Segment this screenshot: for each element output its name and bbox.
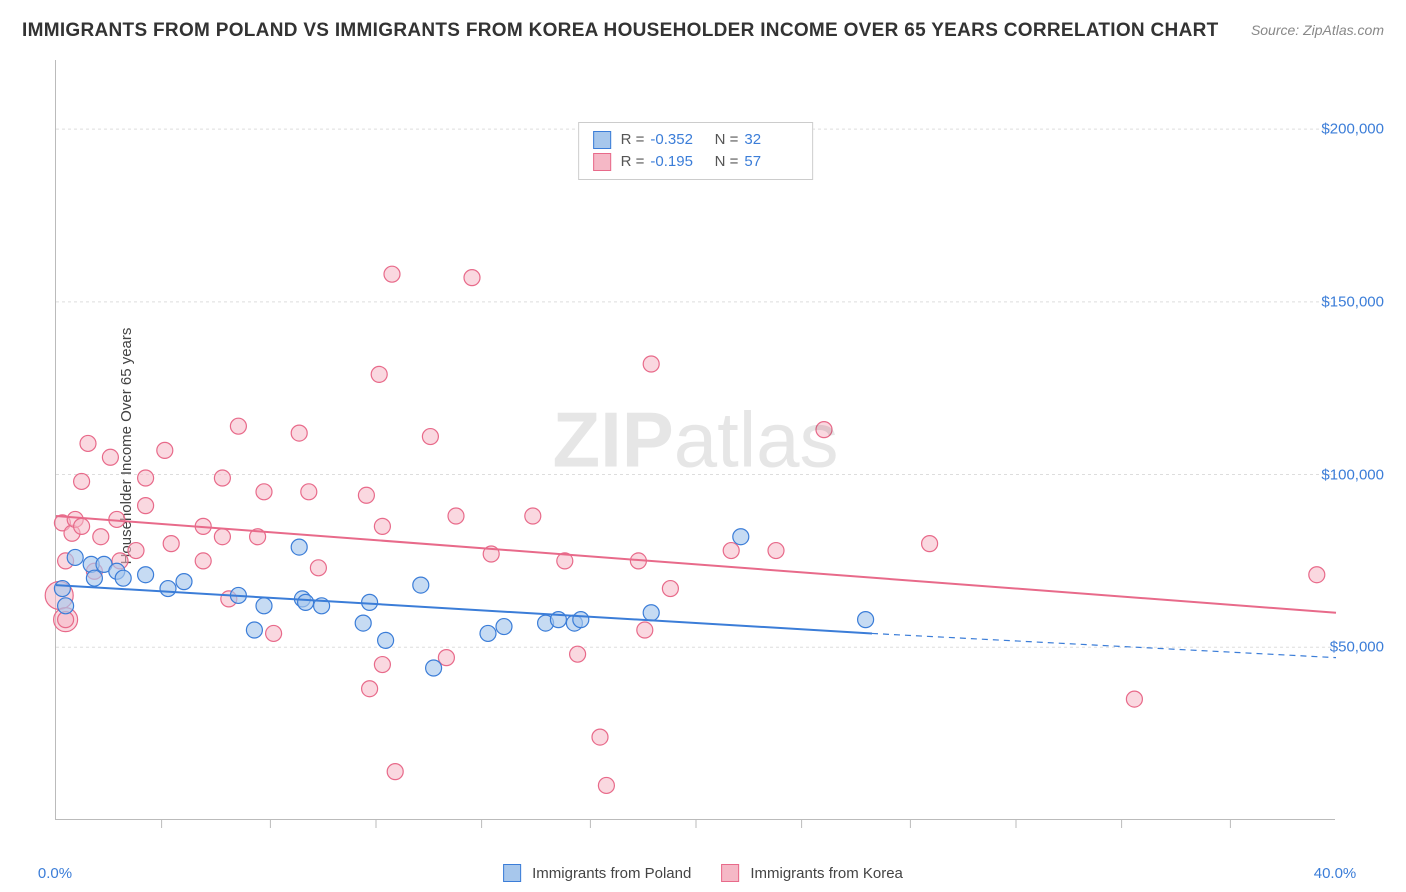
stats-legend: R = -0.352 N = 32 R = -0.195 N = 57 [578,122,814,180]
x-tick-label: 40.0% [1314,865,1357,882]
stat-r-1: -0.195 [650,151,704,173]
swatch-poland [503,864,521,882]
y-tick-label: $150,000 [1321,293,1384,310]
y-tick-label: $50,000 [1330,639,1384,656]
legend-item-1: Immigrants from Korea [721,864,903,882]
stat-n-label: N = [710,129,738,151]
stat-r-label: R = [621,129,645,151]
stats-row-0: R = -0.352 N = 32 [593,129,799,151]
stats-row-1: R = -0.195 N = 57 [593,151,799,173]
bottom-legend: Immigrants from Poland Immigrants from K… [503,864,903,882]
x-tick-label: 0.0% [38,865,72,882]
chart-title: IMMIGRANTS FROM POLAND VS IMMIGRANTS FRO… [22,20,1219,42]
swatch-korea [593,153,611,171]
legend-label-0: Immigrants from Poland [532,865,691,882]
source-attribution: Source: ZipAtlas.com [1251,22,1384,38]
stat-n-label: N = [710,151,738,173]
stat-n-0: 32 [744,129,798,151]
stat-n-1: 57 [744,151,798,173]
y-tick-label: $100,000 [1321,466,1384,483]
y-tick-label: $200,000 [1321,121,1384,138]
legend-label-1: Immigrants from Korea [750,865,903,882]
stat-r-0: -0.352 [650,129,704,151]
plot-area: ZIPatlas R = -0.352 N = 32 R = -0.195 N … [55,60,1335,820]
legend-item-0: Immigrants from Poland [503,864,691,882]
swatch-korea [721,864,739,882]
stat-r-label: R = [621,151,645,173]
swatch-poland [593,131,611,149]
